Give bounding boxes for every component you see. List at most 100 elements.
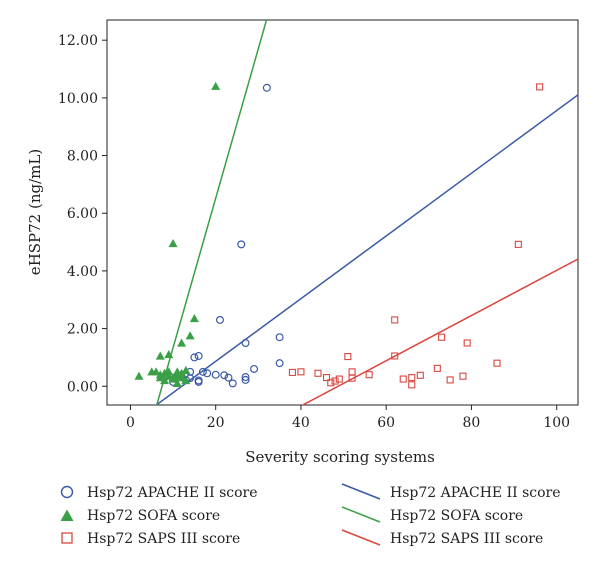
legend-label: Hsp72 SOFA score [87, 508, 220, 524]
data-point-square [463, 339, 471, 347]
data-point-square [297, 368, 305, 376]
data-point-square [536, 83, 544, 91]
data-point-square [322, 374, 331, 382]
data-point-triangle [160, 375, 170, 385]
legend-item-apache-line: Hsp72 APACHE II score [341, 483, 561, 501]
legend: Hsp72 APACHE II score Hsp72 SOFA score H… [60, 483, 561, 547]
data-point-square [288, 368, 296, 376]
plot-area [106, 19, 579, 406]
data-point-triangle [155, 373, 165, 382]
x-tick-label: 40 [292, 415, 310, 431]
data-point-circle [262, 83, 271, 92]
y-tick-label: 6.00 [67, 206, 98, 222]
legend-item-saps-marker: Hsp72 SAPS III score [61, 531, 240, 547]
x-tick-label: 60 [377, 415, 395, 431]
data-point-circle [203, 369, 212, 378]
x-axis-title: Severity scoring systems [245, 448, 435, 466]
data-point-triangle [134, 371, 144, 380]
data-points [134, 81, 544, 389]
data-point-square [408, 381, 416, 389]
legend-item-apache-marker: Hsp72 APACHE II score [60, 485, 258, 501]
data-point-square [493, 359, 501, 367]
data-point-triangle [164, 367, 174, 376]
data-point-circle [241, 338, 250, 347]
data-point-circle [211, 370, 220, 379]
data-point-triangle [172, 378, 182, 387]
x-tick-label: 80 [463, 415, 481, 431]
y-tick-label: 0.00 [67, 379, 98, 395]
data-point-circle [198, 367, 207, 376]
data-point-triangle [185, 331, 195, 340]
data-point-square [365, 371, 373, 379]
data-point-circle [220, 371, 229, 380]
data-point-triangle [172, 371, 182, 380]
data-point-circle [275, 359, 284, 368]
y-tick-label: 4.00 [67, 264, 98, 280]
y-tick-label: 12.00 [58, 33, 98, 49]
data-point-square [314, 369, 322, 377]
legend-label: Hsp72 APACHE II score [87, 485, 258, 501]
legend-triangle-marker-icon [60, 509, 74, 521]
data-point-square [335, 375, 343, 383]
y-axis: 0.00 2.00 4.00 6.00 8.00 10.00 12.00 [58, 33, 107, 395]
data-point-circle [215, 315, 224, 324]
data-point-circle [275, 333, 284, 342]
data-point-square [391, 316, 399, 324]
legend-line-icon [341, 506, 381, 523]
y-axis-title: eHSP72 (ng/mL) [26, 149, 44, 275]
data-point-triangle [177, 368, 187, 377]
legend-label: Hsp72 SAPS III score [390, 531, 543, 547]
data-point-square [399, 375, 407, 383]
data-point-square [331, 377, 339, 385]
data-point-square [344, 353, 352, 361]
fit-line [301, 258, 578, 405]
data-point-triangle [177, 338, 187, 347]
data-point-circle [241, 373, 250, 382]
data-point-circle [237, 240, 246, 249]
data-point-circle [194, 377, 203, 386]
legend-item-sofa-marker: Hsp72 SOFA score [60, 508, 220, 524]
fit-line [155, 20, 268, 405]
data-point-circle [241, 375, 250, 384]
data-point-square [514, 240, 522, 248]
legend-label: Hsp72 APACHE II score [390, 485, 561, 501]
data-point-square [327, 379, 335, 387]
x-tick-label: 0 [126, 415, 135, 431]
data-point-square [446, 376, 454, 384]
legend-item-sofa-line: Hsp72 SOFA score [341, 506, 523, 524]
data-point-square [459, 372, 467, 380]
data-point-triangle [168, 239, 178, 248]
x-axis: 0 20 40 60 80 100 [126, 405, 570, 431]
data-point-triangle [189, 313, 199, 323]
legend-circle-marker-icon [60, 485, 74, 499]
data-point-square [416, 371, 424, 379]
legend-line-icon [341, 483, 381, 500]
x-tick-label: 100 [543, 415, 570, 431]
y-tick-label: 2.00 [67, 322, 98, 338]
x-tick-label: 20 [207, 415, 225, 431]
data-point-square [348, 374, 356, 382]
data-point-square [391, 352, 399, 360]
data-point-circle [228, 379, 237, 388]
legend-label: Hsp72 SOFA score [390, 508, 523, 524]
data-point-triangle [181, 365, 191, 374]
y-tick-label: 8.00 [67, 149, 98, 165]
data-point-triangle [164, 350, 174, 359]
data-point-triangle [181, 375, 191, 385]
y-tick-label: 10.00 [58, 91, 98, 107]
data-point-square [433, 364, 441, 372]
data-point-square [408, 374, 416, 382]
data-point-triangle [211, 81, 221, 90]
data-point-square [438, 333, 446, 341]
legend-item-saps-line: Hsp72 SAPS III score [341, 529, 543, 547]
data-point-circle [224, 373, 233, 382]
data-point-circle [194, 351, 203, 360]
legend-label: Hsp72 SAPS III score [87, 531, 240, 547]
data-point-circle [250, 364, 259, 373]
legend-square-marker-icon [61, 532, 73, 544]
data-point-triangle [155, 351, 165, 360]
legend-line-icon [341, 529, 381, 546]
data-point-circle [190, 353, 199, 362]
data-point-triangle [151, 367, 161, 376]
